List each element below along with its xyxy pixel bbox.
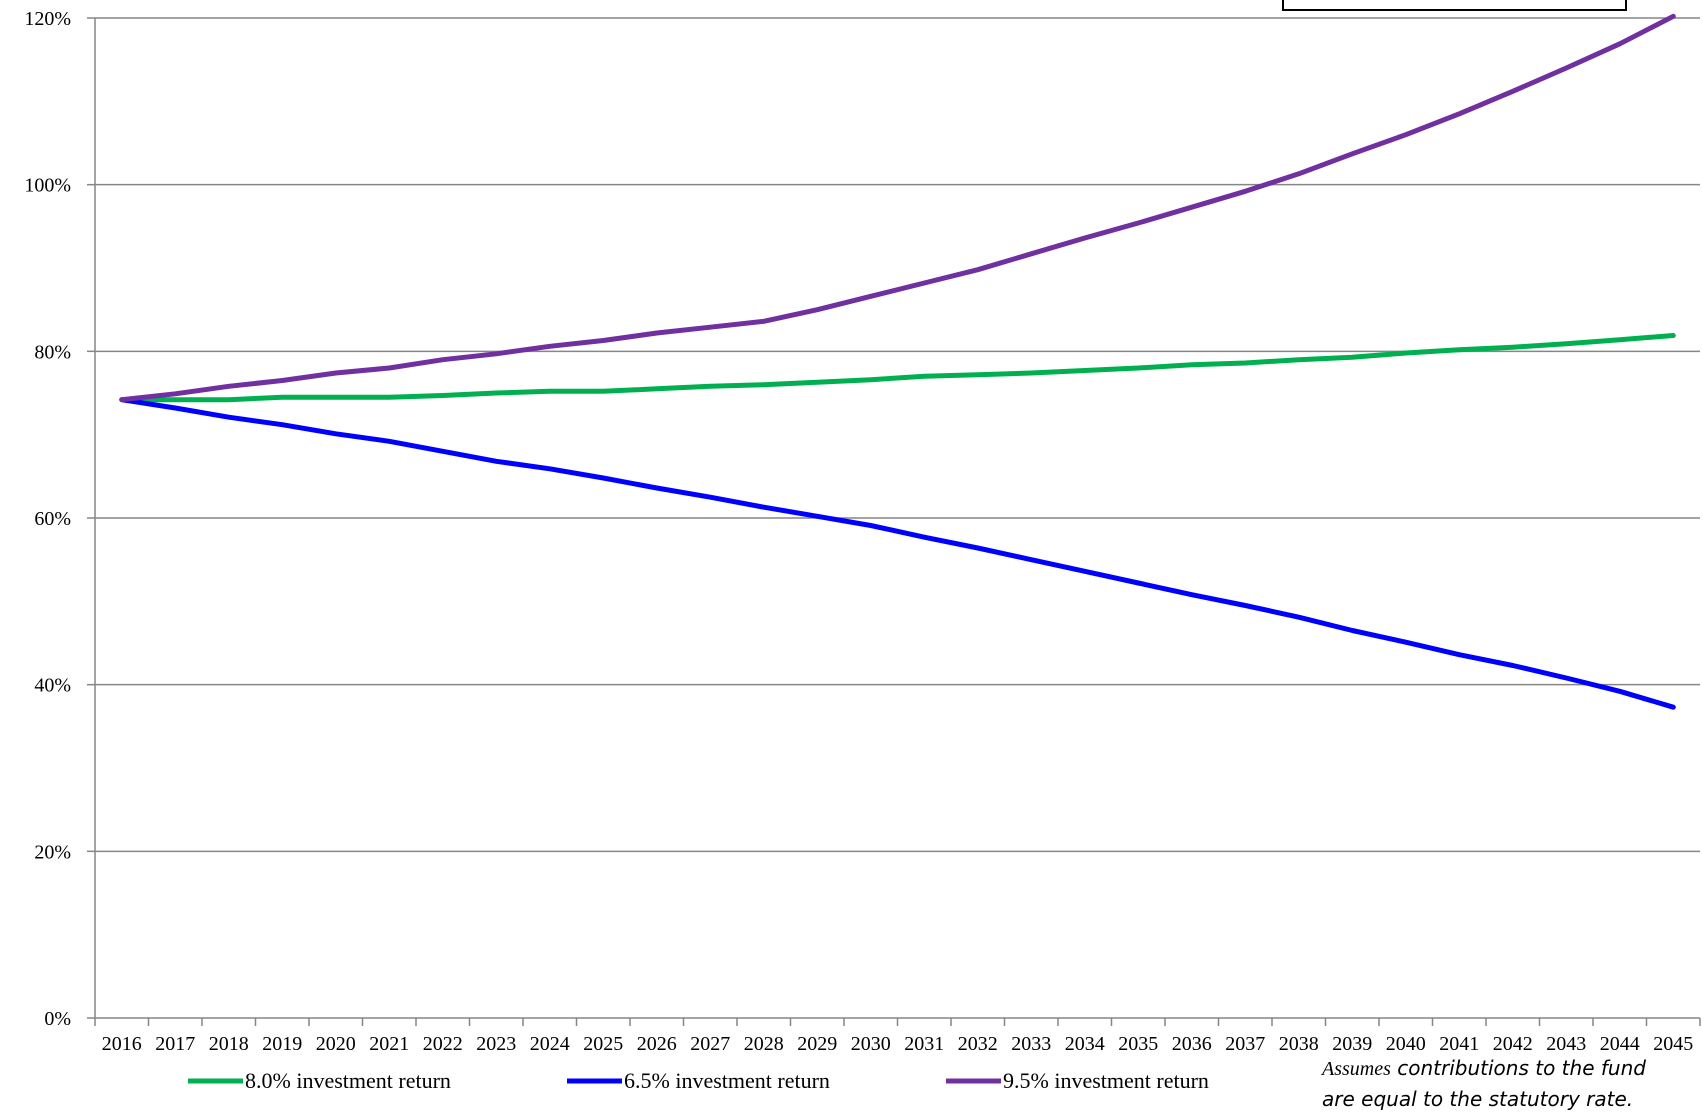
x-tick-label: 2032 (958, 1033, 998, 1055)
y-tick-label: 0% (44, 1008, 71, 1030)
x-tick-label: 2024 (530, 1033, 570, 1055)
x-tick-label: 2023 (476, 1033, 516, 1055)
series-line-1 (119, 333, 1676, 403)
x-tick-label: 2026 (637, 1033, 677, 1055)
series-line-2 (119, 397, 1676, 710)
series-line-3 (119, 13, 1676, 403)
footnote-line-1: Assumes contributions to the fund (1320, 1056, 1646, 1080)
x-tick-label: 2039 (1332, 1033, 1372, 1055)
series-layer (119, 13, 1676, 710)
x-tick-label: 2019 (262, 1033, 302, 1055)
x-tick-label: 2029 (797, 1033, 837, 1055)
x-tick-label: 2031 (904, 1033, 944, 1055)
x-tick-label: 2030 (851, 1033, 891, 1055)
axis-layer: 0% 20% 40% 60% 80% 100% 120% 2016 2017 2018 2019 20… (24, 8, 1701, 1055)
footnote-emphasis: Assumes (1320, 1058, 1391, 1080)
x-tick-label: 2022 (423, 1033, 463, 1055)
legend-label: 8.0% investment return (245, 1068, 451, 1093)
x-tick-label: 2017 (155, 1033, 195, 1055)
x-tick-label: 2025 (583, 1033, 623, 1055)
x-tick-label: 2034 (1065, 1033, 1105, 1055)
x-tick-label: 2041 (1439, 1033, 1479, 1055)
x-tick-label: 2036 (1172, 1033, 1212, 1055)
y-tick-label: 120% (24, 8, 71, 30)
x-tick-label: 2042 (1493, 1033, 1533, 1055)
legend-label: 9.5% investment return (1003, 1068, 1209, 1093)
legend-label: 6.5% investment return (624, 1068, 830, 1093)
x-tick-label: 2027 (690, 1033, 730, 1055)
footnote-line-2: are equal to the statutory rate. (1322, 1087, 1633, 1111)
y-tick-label: 40% (34, 675, 71, 697)
x-tick-label: 2043 (1546, 1033, 1586, 1055)
x-tick-label: 2016 (102, 1033, 142, 1055)
y-tick-label: 60% (34, 508, 71, 530)
x-tick-label: 2028 (744, 1033, 784, 1055)
x-tick-label: 2038 (1279, 1033, 1319, 1055)
grid-layer (95, 17, 1700, 853)
legend: 8.0% investment return 6.5% investment re… (188, 1068, 1209, 1093)
x-tick-label: 2037 (1225, 1033, 1265, 1055)
y-tick-label: 80% (34, 341, 71, 363)
x-tick-label: 2044 (1600, 1033, 1640, 1055)
x-tick-label: 2035 (1118, 1033, 1158, 1055)
x-tick-label: 2018 (209, 1033, 249, 1055)
y-tick-label: 20% (34, 841, 71, 863)
x-tick-label: 2040 (1386, 1033, 1426, 1055)
x-tick-label: 2033 (1011, 1033, 1051, 1055)
top-right-box (1282, 0, 1627, 11)
x-tick-label: 2020 (316, 1033, 356, 1055)
x-tick-label: 2045 (1653, 1033, 1693, 1055)
y-tick-label: 100% (24, 175, 71, 197)
x-tick-label: 2021 (369, 1033, 409, 1055)
footnote-line-1-rest: contributions to the fund (1391, 1056, 1646, 1080)
